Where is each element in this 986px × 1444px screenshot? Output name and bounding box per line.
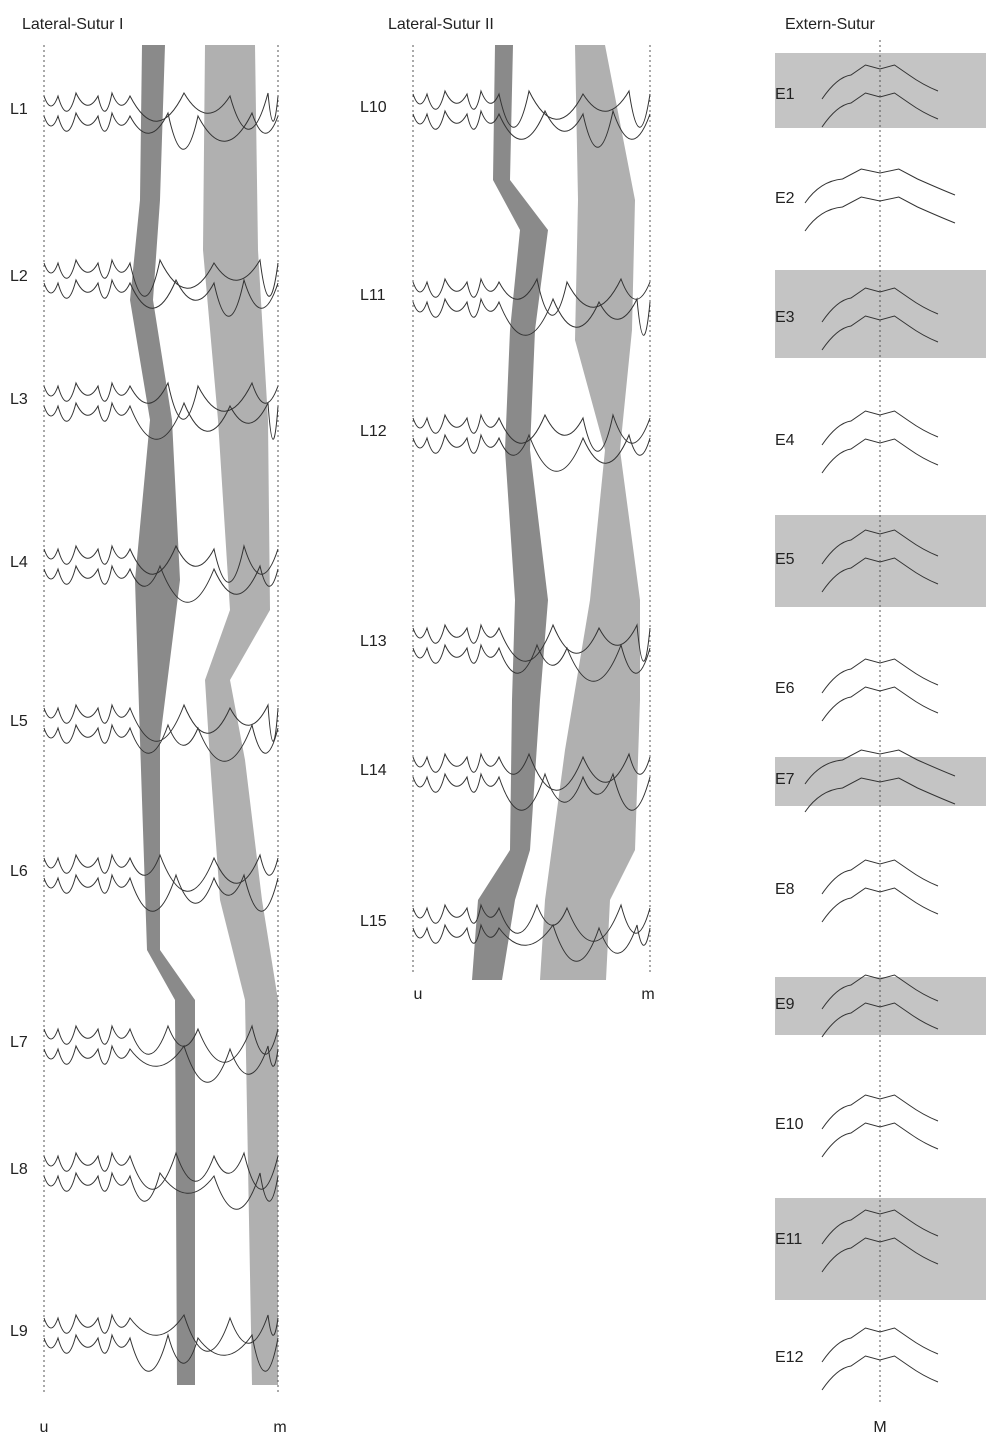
suture-line: [43, 1044, 279, 1083]
suture-label: E6: [775, 680, 795, 697]
suture-label: L10: [360, 99, 387, 116]
axis-label: M: [873, 1419, 886, 1436]
column-title: Lateral-Sutur II: [388, 16, 494, 33]
suture-line: [43, 278, 279, 317]
suture-label: E12: [775, 1349, 804, 1366]
suture-line: [821, 658, 939, 694]
suture-line: [43, 381, 279, 420]
suture-line: [412, 277, 651, 316]
suture-line: [43, 91, 279, 130]
suture-line: [43, 853, 279, 892]
suture-line: [43, 111, 279, 150]
suture-label: E5: [775, 551, 795, 568]
suture-line: [821, 859, 939, 895]
suture-line: [821, 1327, 939, 1363]
suture-label: E2: [775, 190, 795, 207]
suture-line: [412, 109, 651, 148]
suture-line: [821, 529, 939, 565]
light-band: [203, 45, 278, 1385]
suture-label: L4: [10, 554, 28, 571]
suture-line: [43, 1333, 279, 1372]
suture-line: [412, 297, 651, 336]
suture-label: L8: [10, 1161, 28, 1178]
suture-line: [412, 623, 651, 662]
column-title: Extern-Sutur: [785, 16, 875, 33]
suture-line: [412, 643, 651, 682]
suture-label: L13: [360, 633, 387, 650]
suture-line: [43, 544, 279, 583]
suture-line: [43, 564, 279, 603]
suture-lines: [43, 64, 956, 1391]
column-title: Lateral-Sutur I: [22, 16, 123, 33]
suture-line: [43, 1313, 279, 1352]
suture-label: E3: [775, 309, 795, 326]
suture-line: [43, 873, 279, 912]
suture-line: [43, 723, 279, 762]
band: [775, 270, 986, 358]
suture-line: [821, 92, 939, 128]
axis-label: u: [40, 1419, 49, 1436]
suture-line: [43, 1171, 279, 1210]
axis-label: m: [273, 1419, 286, 1436]
suture-label: E4: [775, 432, 795, 449]
suture-line: [804, 196, 956, 232]
suture-line: [821, 1002, 939, 1038]
suture-line: [821, 557, 939, 593]
suture-line: [412, 903, 651, 942]
suture-line: [804, 749, 956, 785]
suture-line: [804, 777, 956, 813]
suture-label: L2: [10, 268, 28, 285]
suture-line: [412, 772, 651, 811]
suture-line: [43, 703, 279, 742]
suture-line: [821, 438, 939, 474]
suture-line: [43, 1024, 279, 1063]
dark-band: [130, 45, 195, 1385]
suture-label: E8: [775, 881, 795, 898]
axis-label: u: [414, 986, 423, 1003]
suture-line: [412, 923, 651, 962]
dark-band: [472, 45, 548, 980]
suture-line: [43, 401, 279, 440]
suture-line: [43, 1151, 279, 1190]
suture-label: L5: [10, 713, 28, 730]
suture-line: [821, 974, 939, 1010]
suture-label: E11: [775, 1231, 802, 1248]
suture-line: [821, 1209, 939, 1245]
suture-line: [412, 89, 651, 128]
suture-line: [821, 1237, 939, 1273]
axis-label: m: [641, 986, 654, 1003]
suture-label: E10: [775, 1116, 804, 1133]
suture-line: [821, 1122, 939, 1158]
suture-label: E1: [775, 86, 795, 103]
band: [775, 1198, 986, 1300]
suture-line: [412, 413, 651, 452]
suture-label: L11: [360, 287, 386, 304]
suture-line: [412, 752, 651, 791]
suture-line: [804, 168, 956, 204]
suture-label: L3: [10, 391, 28, 408]
suture-line: [821, 887, 939, 923]
suture-label: L6: [10, 863, 28, 880]
suture-label: L9: [10, 1323, 28, 1340]
suture-line: [821, 315, 939, 351]
suture-line: [821, 686, 939, 722]
suture-line: [412, 433, 651, 472]
suture-line: [821, 410, 939, 446]
suture-line: [43, 258, 279, 297]
suture-line: [821, 64, 939, 100]
suture-label: L14: [360, 762, 387, 779]
suture-line: [821, 287, 939, 323]
suture-label: L15: [360, 913, 387, 930]
suture-label: L1: [10, 101, 28, 118]
suture-line: [821, 1355, 939, 1391]
suture-label: E9: [775, 996, 795, 1013]
suture-label: L7: [10, 1034, 28, 1051]
suture-line: [821, 1094, 939, 1130]
suture-label: E7: [775, 771, 795, 788]
suture-label: L12: [360, 423, 387, 440]
light-band: [540, 45, 640, 980]
